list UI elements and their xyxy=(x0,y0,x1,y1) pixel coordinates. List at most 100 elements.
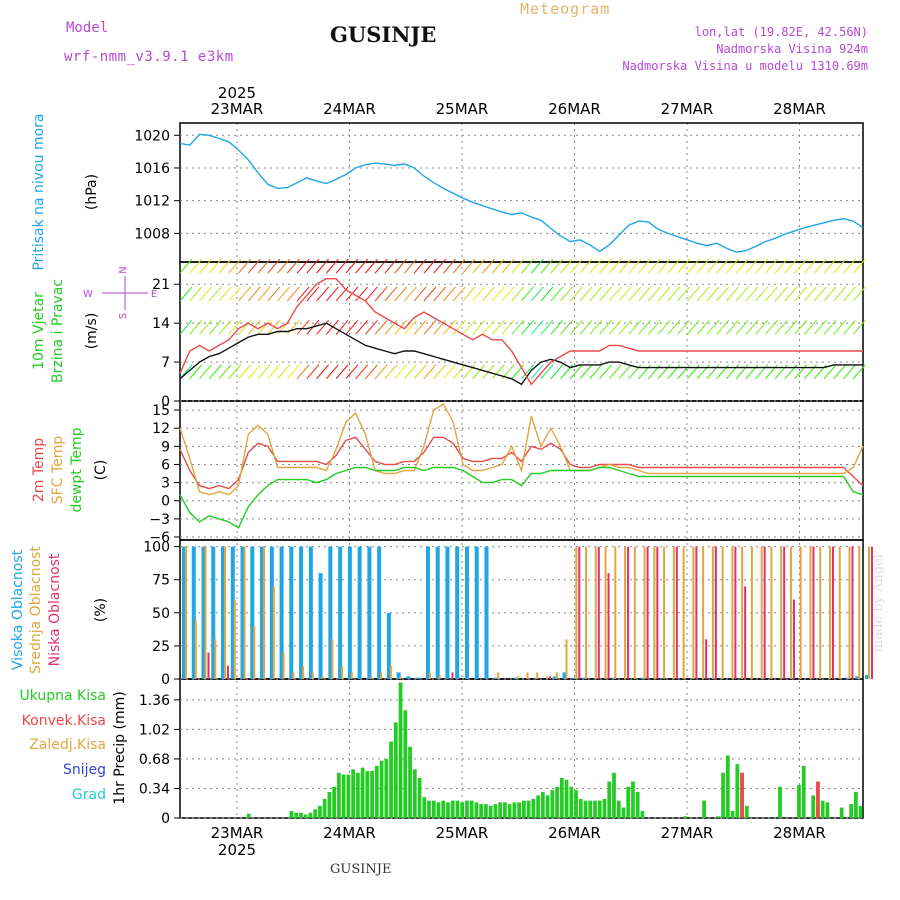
temperature-tick-label: 3 xyxy=(161,476,170,492)
wind-barb xyxy=(267,258,281,274)
precip-total-bar xyxy=(825,802,830,818)
wind-barb xyxy=(667,364,681,380)
wind-barb xyxy=(647,364,661,380)
clouds-tick-label: 100 xyxy=(143,540,170,556)
cloud-high-bar xyxy=(191,546,196,679)
wind-barb xyxy=(247,364,261,380)
wind-barb xyxy=(355,319,369,335)
wind-barb xyxy=(365,286,378,302)
wind-barb xyxy=(238,364,251,380)
wind-tick-label: 7 xyxy=(161,355,170,371)
wind-barb xyxy=(247,258,261,274)
wind-barb xyxy=(208,364,222,380)
precip-total-bar xyxy=(332,786,337,818)
wind-barb xyxy=(589,319,603,335)
wind-barb xyxy=(599,319,612,335)
wind-barb xyxy=(608,319,622,335)
precip-total-bar xyxy=(384,758,389,818)
precipitation-tick-label: 0.34 xyxy=(139,781,170,797)
wind-barb xyxy=(657,258,671,274)
wind-barb xyxy=(550,286,564,302)
cloud-mid-bar xyxy=(702,546,705,679)
wind-barb xyxy=(423,286,437,302)
wind-barb xyxy=(686,319,700,335)
wind-barb xyxy=(208,286,222,302)
wind-barb xyxy=(804,258,817,274)
wind-barb xyxy=(608,258,622,274)
wind-barb xyxy=(521,258,534,274)
wind-barb xyxy=(277,364,290,380)
precip-total-bar xyxy=(450,800,455,818)
wind-barb xyxy=(599,258,612,274)
precip-total-bar xyxy=(545,795,550,818)
wind-barb xyxy=(452,319,466,335)
wind-barb xyxy=(716,258,730,274)
temperature-tick-label: 6 xyxy=(161,457,170,473)
cloud-mid-bar xyxy=(653,546,656,679)
cloud-mid-bar xyxy=(438,675,441,679)
wind-barb xyxy=(365,364,378,380)
wind-barb xyxy=(501,319,515,335)
wind-barb xyxy=(433,258,447,274)
precip-total-bar xyxy=(721,772,725,818)
cloud-mid-bar xyxy=(516,676,519,679)
wind-barb xyxy=(335,258,349,274)
precip-legend-4: Grad xyxy=(72,787,106,803)
wind-barb xyxy=(784,258,798,274)
wind-barb xyxy=(423,319,437,335)
precip-total-bar xyxy=(744,805,749,818)
precip-total-bar xyxy=(403,710,408,818)
wind-barb xyxy=(657,319,671,335)
precip-total-bar xyxy=(536,795,540,818)
precipitation-tick-label: 0 xyxy=(161,811,170,827)
time-label-top: 23MAR xyxy=(211,100,264,118)
wind-barb xyxy=(726,364,739,380)
precip-total-bar xyxy=(512,802,517,818)
cloud-mid-bar xyxy=(546,676,549,679)
wind-barb xyxy=(413,364,427,380)
precip-total-bar xyxy=(498,802,503,818)
year-label-bottom: 2025 xyxy=(218,841,256,859)
cloud-mid-bar xyxy=(614,546,617,679)
cloud-mid-bar xyxy=(770,546,773,679)
precip-total-bar xyxy=(583,800,588,818)
wind-barb xyxy=(199,364,212,380)
precip-total-bar xyxy=(730,811,735,818)
wind-barb xyxy=(667,319,681,335)
cloud-low-bar xyxy=(675,546,678,679)
precip-total-bar xyxy=(797,784,801,818)
precip-total-bar xyxy=(550,790,555,818)
cloud-mid-bar xyxy=(526,672,529,679)
pressure-tick-label: 1020 xyxy=(134,128,170,144)
cloud-mid-bar xyxy=(585,546,588,679)
wind-barb xyxy=(638,286,651,302)
precip-total-bar xyxy=(569,786,574,818)
cloud-high-bar xyxy=(611,677,616,679)
cloud-high-bar xyxy=(435,546,440,679)
wind-barb xyxy=(677,364,690,380)
cloud-mid-bar xyxy=(594,546,597,679)
cloud-mid-bar xyxy=(302,665,305,679)
wind-barb xyxy=(433,364,447,380)
cloud-low-bar xyxy=(578,546,581,679)
wind-barb xyxy=(433,286,447,302)
wind-barb xyxy=(628,286,642,302)
wind-barb xyxy=(452,258,466,274)
precip-total-bar xyxy=(318,805,322,818)
wind-barb xyxy=(735,364,749,380)
wind-barb xyxy=(306,286,320,302)
precip-total-bar xyxy=(526,800,531,818)
wind-barb xyxy=(325,286,339,302)
wind-barb xyxy=(843,286,856,302)
wind-barb xyxy=(735,286,749,302)
wind-barb xyxy=(511,319,525,335)
wind-barb xyxy=(794,258,808,274)
wind-barb xyxy=(452,286,466,302)
cloud-low-bar xyxy=(207,652,210,679)
footer-location: GUSINJE xyxy=(330,862,392,877)
precip-ylabel: 1hr Precip (mm) xyxy=(112,691,128,804)
precip-legend-2: Zaledj.Kisa xyxy=(29,737,106,753)
precip-total-bar xyxy=(436,802,441,818)
wind-barb xyxy=(716,286,730,302)
cloud-mid-bar xyxy=(536,672,539,679)
